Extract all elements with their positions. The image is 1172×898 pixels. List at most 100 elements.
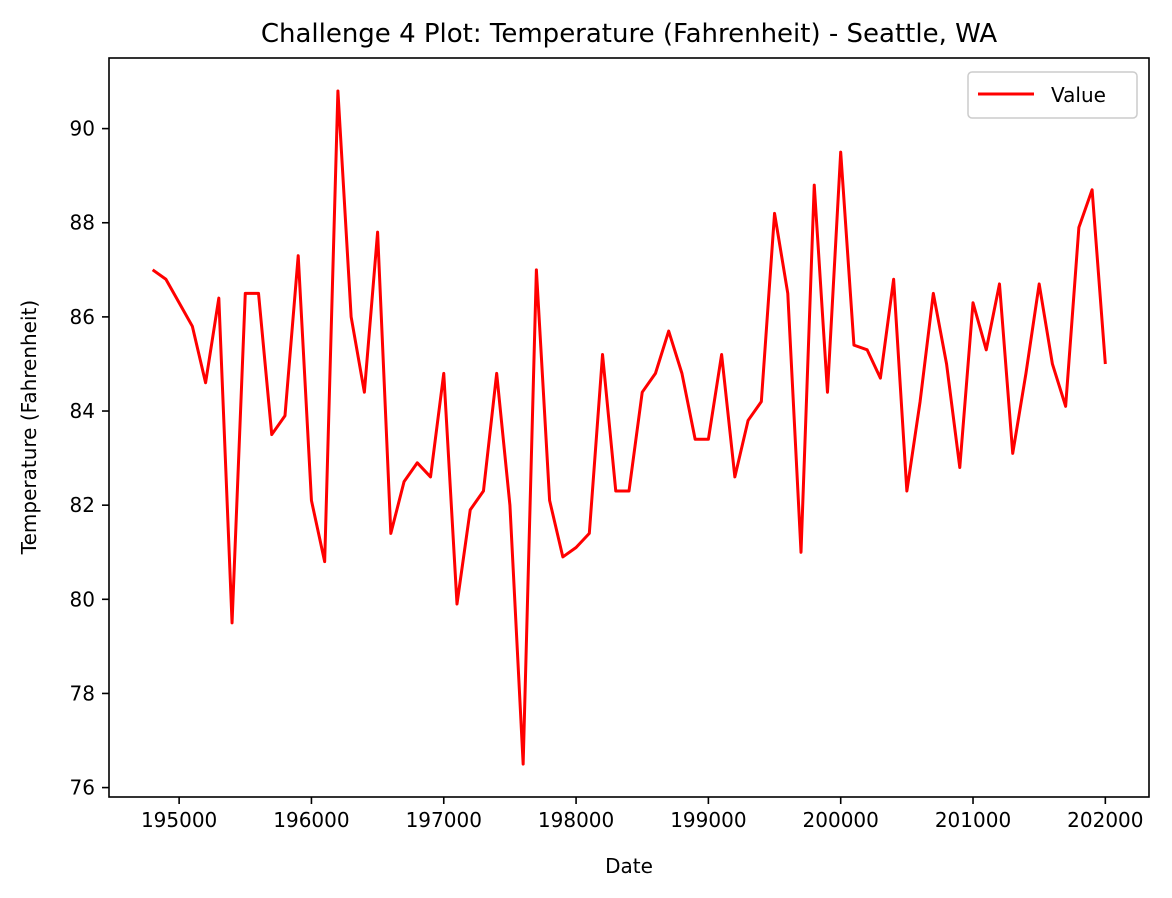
y-tick-label: 78 <box>70 681 95 705</box>
data-point <box>879 377 882 380</box>
data-point <box>217 297 220 300</box>
data-point <box>932 292 935 295</box>
data-point <box>350 315 353 318</box>
x-axis-label: Date <box>605 854 653 878</box>
x-tick-label: 196000 <box>273 808 349 832</box>
data-point <box>733 475 736 478</box>
x-tick-label: 199000 <box>670 808 746 832</box>
x-axis-ticks: 195000 196000 197000 198000 199000 200000 2010… <box>141 797 1144 832</box>
data-point <box>614 490 617 493</box>
data-point <box>760 400 763 403</box>
chart-title: Challenge 4 Plot: Temperature (Fahrenhei… <box>261 19 998 49</box>
data-point <box>482 490 485 493</box>
data-point <box>1064 405 1067 408</box>
data-point <box>588 532 591 535</box>
data-point <box>866 348 869 351</box>
x-tick-label: 201000 <box>935 808 1011 832</box>
data-point <box>852 344 855 347</box>
plot-frame <box>108 57 1150 798</box>
y-tick-label: 90 <box>70 117 95 141</box>
data-point <box>1091 188 1094 191</box>
data-point <box>919 400 922 403</box>
data-point <box>1077 226 1080 229</box>
data-point <box>297 254 300 257</box>
data-point <box>389 532 392 535</box>
data-point <box>985 348 988 351</box>
data-point <box>495 372 498 375</box>
y-tick-label: 82 <box>70 493 95 517</box>
data-point <box>151 268 154 271</box>
data-point <box>442 372 445 375</box>
data-point <box>786 292 789 295</box>
data-point <box>178 301 181 304</box>
data-point <box>323 560 326 563</box>
data-point <box>707 438 710 441</box>
y-tick-label: 88 <box>70 211 95 235</box>
data-point <box>336 89 339 92</box>
x-tick-label: 200000 <box>803 808 879 832</box>
x-tick-label: 197000 <box>406 808 482 832</box>
data-point <box>641 391 644 394</box>
data-point <box>1104 362 1107 365</box>
data-point <box>958 466 961 469</box>
data-point <box>164 278 167 281</box>
legend-box <box>967 71 1138 119</box>
data-point <box>191 325 194 328</box>
x-tick-label: 202000 <box>1067 808 1143 832</box>
plot-area <box>109 58 1149 797</box>
data-point <box>1011 452 1014 455</box>
data-point <box>945 362 948 365</box>
y-tick-label: 76 <box>70 776 95 800</box>
data-point <box>680 372 683 375</box>
data-point <box>455 603 458 606</box>
x-tick-label: 195000 <box>141 808 217 832</box>
data-point <box>800 551 803 554</box>
data-point <box>561 555 564 558</box>
data-point <box>508 504 511 507</box>
data-point <box>826 391 829 394</box>
data-point <box>310 499 313 502</box>
y-axis-label: Temperature (Fahrenheit) <box>17 300 41 555</box>
legend: Value <box>967 71 1138 119</box>
series-line-value <box>151 89 1107 766</box>
data-point <box>1038 282 1041 285</box>
data-point <box>257 292 260 295</box>
data-point <box>535 268 538 271</box>
data-point <box>654 372 657 375</box>
data-point <box>839 151 842 154</box>
data-point <box>403 480 406 483</box>
data-point <box>231 621 234 624</box>
data-point <box>628 490 631 493</box>
data-point <box>416 461 419 464</box>
data-point <box>244 292 247 295</box>
data-point <box>1024 372 1027 375</box>
data-point <box>429 475 432 478</box>
data-point <box>972 301 975 304</box>
data-point <box>283 414 286 417</box>
data-point <box>998 282 1001 285</box>
data-point <box>667 330 670 333</box>
data-point <box>469 508 472 511</box>
data-point <box>747 419 750 422</box>
legend-label: Value <box>1051 83 1106 107</box>
data-point <box>522 763 525 766</box>
data-point <box>575 546 578 549</box>
data-point <box>1051 362 1054 365</box>
data-point <box>548 499 551 502</box>
data-point <box>773 212 776 215</box>
y-tick-label: 86 <box>70 305 95 329</box>
data-point <box>905 490 908 493</box>
data-point <box>601 353 604 356</box>
data-point <box>694 438 697 441</box>
y-axis-ticks: 76 78 80 82 84 86 88 90 <box>70 117 109 800</box>
y-tick-label: 80 <box>70 587 95 611</box>
data-point <box>204 381 207 384</box>
x-tick-label: 198000 <box>538 808 614 832</box>
data-point <box>376 231 379 234</box>
data-point <box>363 391 366 394</box>
data-point <box>720 353 723 356</box>
data-point <box>892 278 895 281</box>
y-tick-label: 84 <box>70 399 95 423</box>
data-point <box>813 184 816 187</box>
